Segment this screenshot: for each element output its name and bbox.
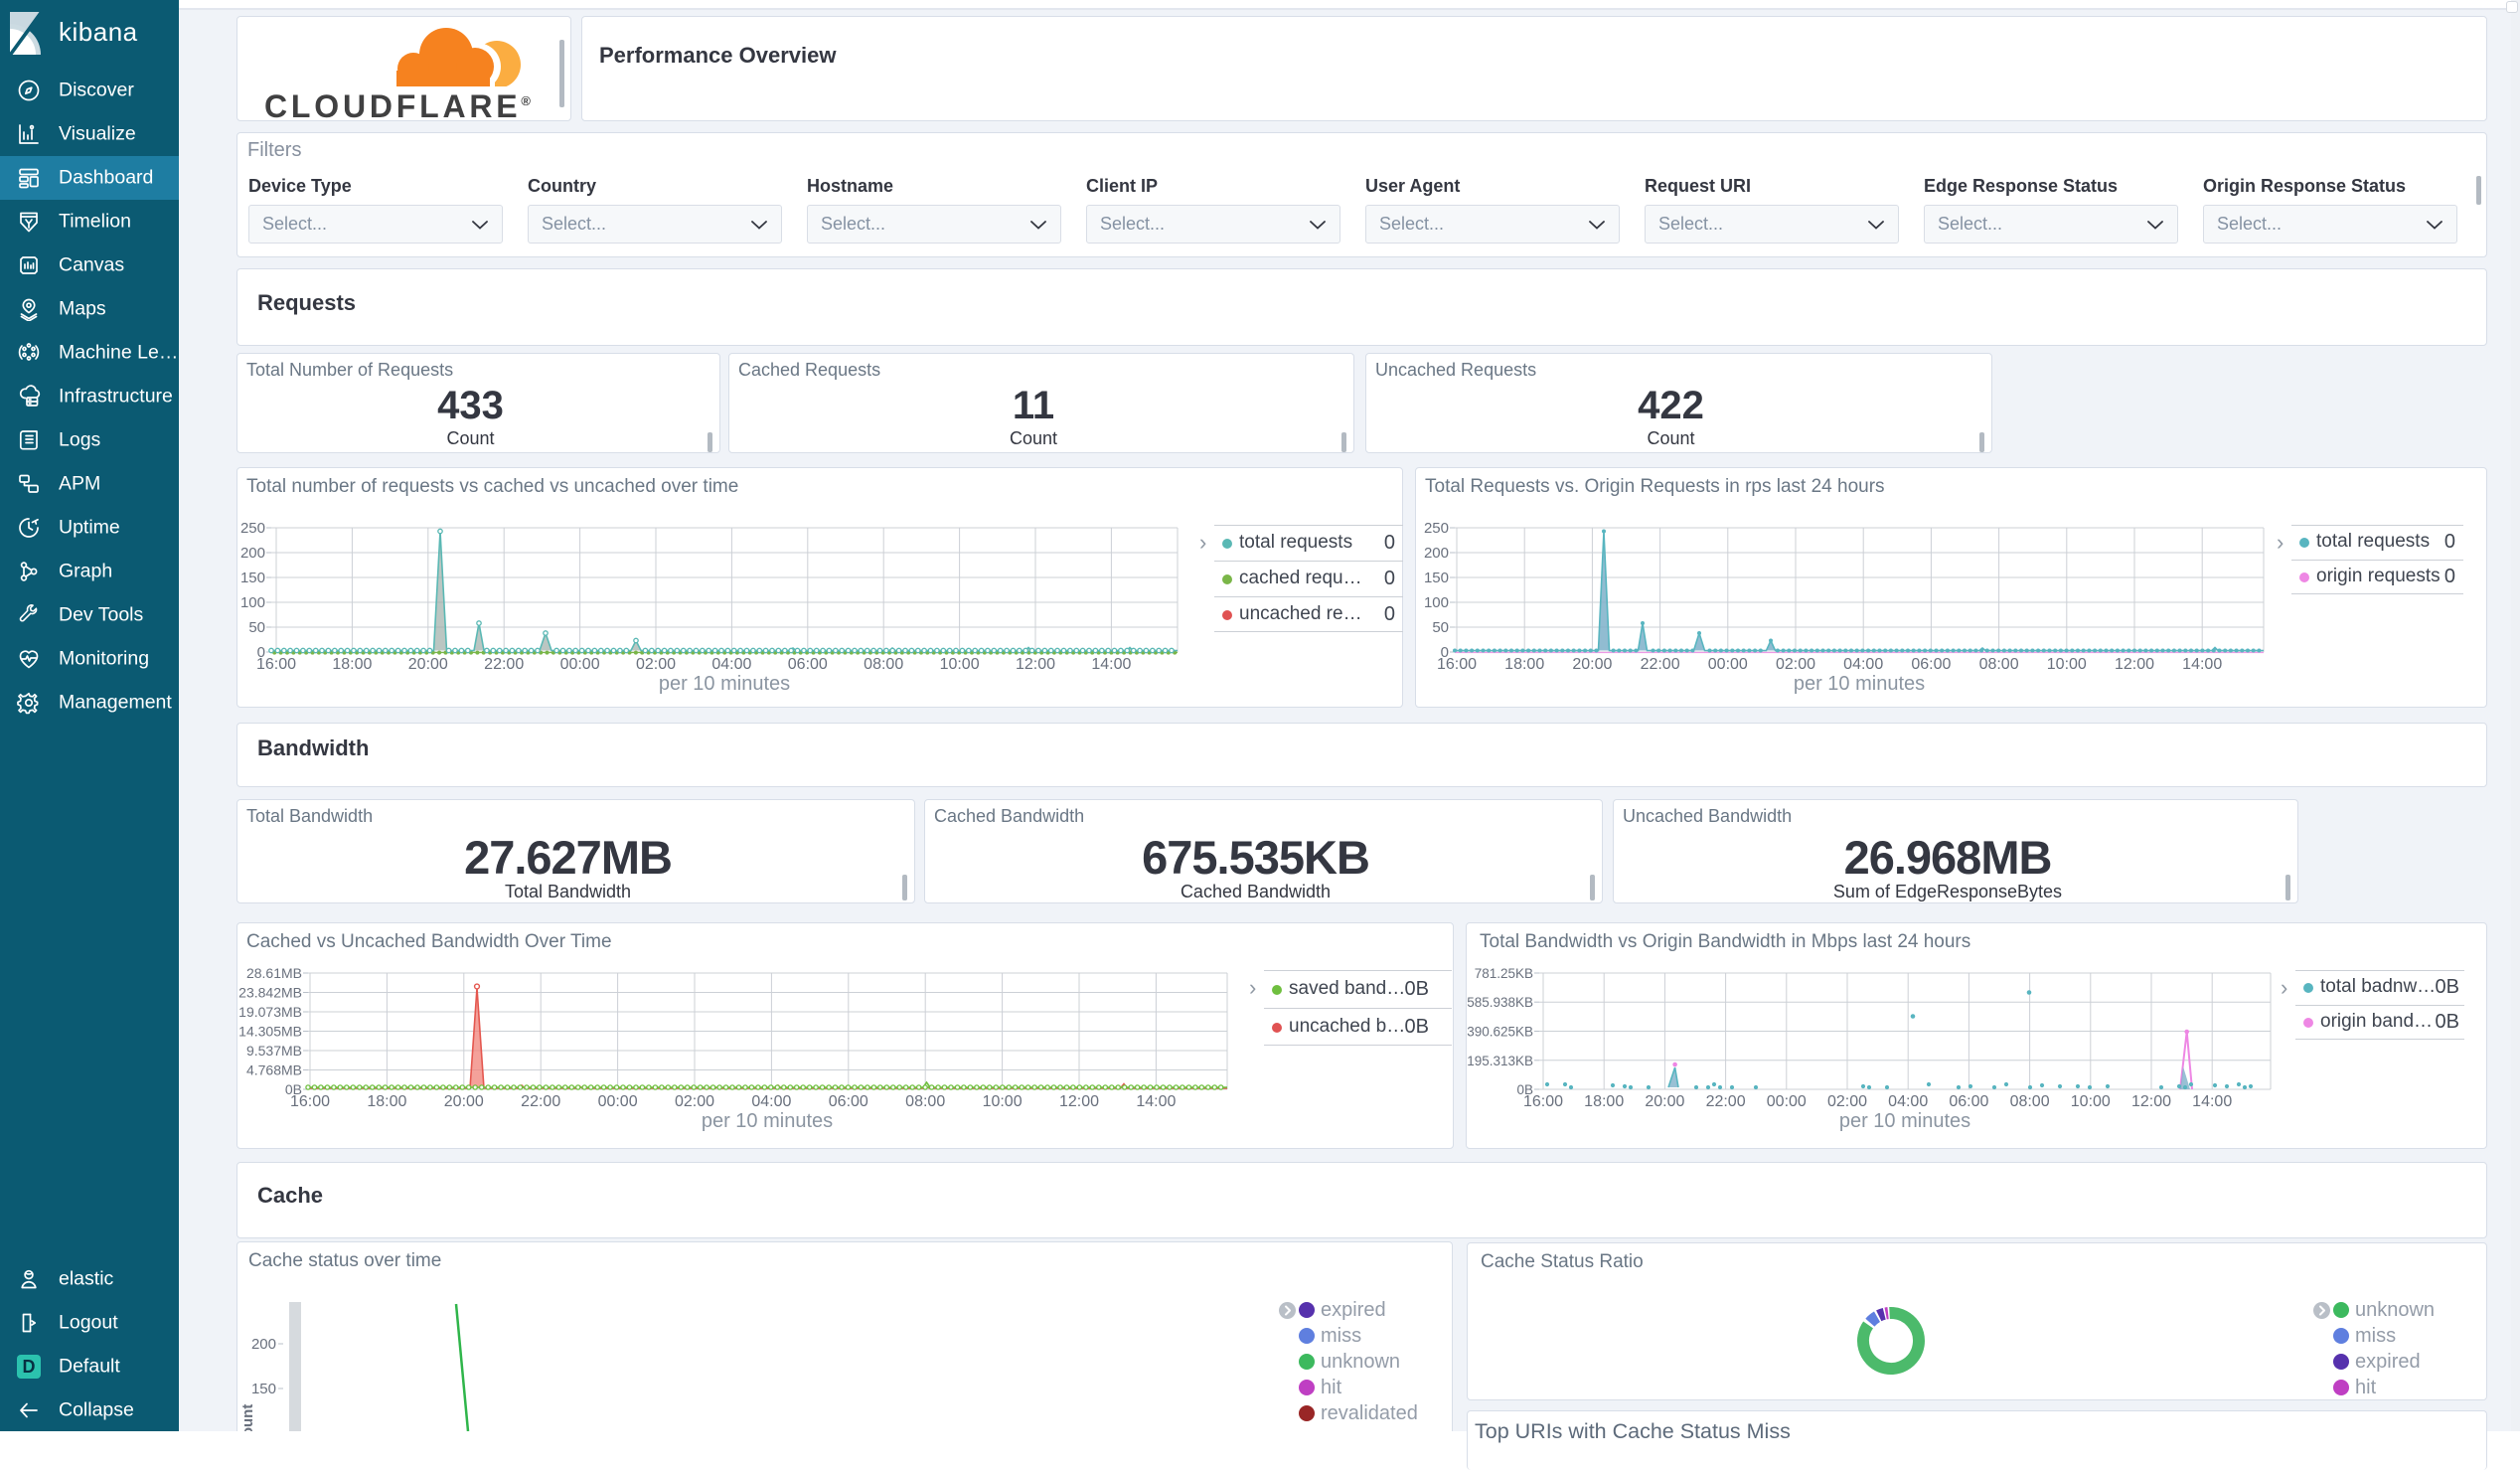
svg-text:12:00: 12:00 bbox=[1016, 656, 1055, 673]
svg-text:00:00: 00:00 bbox=[1708, 656, 1748, 673]
svg-text:14:00: 14:00 bbox=[2192, 1093, 2232, 1110]
svg-text:150: 150 bbox=[1424, 570, 1449, 586]
svg-text:150: 150 bbox=[251, 1381, 276, 1397]
svg-text:22:00: 22:00 bbox=[484, 656, 524, 673]
svg-text:04:00: 04:00 bbox=[711, 656, 751, 673]
svg-text:0B: 0B bbox=[1516, 1082, 1533, 1097]
svg-text:04:00: 04:00 bbox=[751, 1093, 791, 1110]
svg-text:14:00: 14:00 bbox=[2182, 656, 2222, 673]
svg-text:02:00: 02:00 bbox=[675, 1093, 714, 1110]
svg-text:781.25KB: 781.25KB bbox=[1475, 966, 1533, 981]
svg-text:18:00: 18:00 bbox=[1504, 656, 1544, 673]
svg-text:per 10 minutes: per 10 minutes bbox=[659, 673, 790, 695]
svg-text:0: 0 bbox=[1441, 644, 1449, 661]
svg-text:12:00: 12:00 bbox=[1059, 1093, 1099, 1110]
svg-text:28.61MB: 28.61MB bbox=[246, 965, 302, 981]
svg-text:10:00: 10:00 bbox=[2047, 656, 2087, 673]
svg-text:100: 100 bbox=[1424, 594, 1449, 611]
svg-text:0: 0 bbox=[257, 644, 265, 661]
svg-text:14:00: 14:00 bbox=[1136, 1093, 1176, 1110]
svg-text:06:00: 06:00 bbox=[829, 1093, 868, 1110]
svg-text:100: 100 bbox=[240, 594, 265, 611]
svg-text:12:00: 12:00 bbox=[2115, 656, 2154, 673]
svg-text:50: 50 bbox=[248, 619, 265, 636]
svg-text:02:00: 02:00 bbox=[636, 656, 676, 673]
svg-text:18:00: 18:00 bbox=[367, 1093, 406, 1110]
svg-text:04:00: 04:00 bbox=[1843, 656, 1883, 673]
svg-text:06:00: 06:00 bbox=[1911, 656, 1951, 673]
svg-text:20:00: 20:00 bbox=[1572, 656, 1612, 673]
svg-text:4.768MB: 4.768MB bbox=[246, 1062, 302, 1078]
svg-text:08:00: 08:00 bbox=[2010, 1093, 2050, 1110]
svg-text:08:00: 08:00 bbox=[1979, 656, 2019, 673]
svg-text:10:00: 10:00 bbox=[940, 656, 980, 673]
svg-text:00:00: 00:00 bbox=[560, 656, 600, 673]
svg-text:per 10 minutes: per 10 minutes bbox=[702, 1110, 833, 1132]
svg-text:9.537MB: 9.537MB bbox=[246, 1043, 302, 1059]
svg-text:06:00: 06:00 bbox=[1949, 1093, 1988, 1110]
svg-text:0B: 0B bbox=[285, 1081, 302, 1097]
svg-text:50: 50 bbox=[1432, 619, 1449, 636]
svg-text:per 10 minutes: per 10 minutes bbox=[1794, 673, 1925, 695]
svg-text:250: 250 bbox=[1424, 520, 1449, 537]
svg-text:06:00: 06:00 bbox=[788, 656, 828, 673]
svg-text:390.625KB: 390.625KB bbox=[1467, 1025, 1533, 1040]
svg-text:08:00: 08:00 bbox=[864, 656, 903, 673]
svg-text:18:00: 18:00 bbox=[1584, 1093, 1624, 1110]
svg-text:04:00: 04:00 bbox=[1888, 1093, 1928, 1110]
svg-text:02:00: 02:00 bbox=[1827, 1093, 1867, 1110]
svg-text:00:00: 00:00 bbox=[598, 1093, 638, 1110]
svg-text:08:00: 08:00 bbox=[905, 1093, 945, 1110]
svg-text:10:00: 10:00 bbox=[983, 1093, 1023, 1110]
svg-text:200: 200 bbox=[240, 545, 265, 562]
svg-text:14.305MB: 14.305MB bbox=[238, 1024, 302, 1040]
svg-text:16:00: 16:00 bbox=[290, 1093, 330, 1110]
svg-text:20:00: 20:00 bbox=[1645, 1093, 1684, 1110]
svg-text:22:00: 22:00 bbox=[1706, 1093, 1746, 1110]
svg-text:02:00: 02:00 bbox=[1776, 656, 1815, 673]
svg-text:per 10 minutes: per 10 minutes bbox=[1839, 1110, 1970, 1132]
svg-text:16:00: 16:00 bbox=[1437, 656, 1477, 673]
svg-text:00:00: 00:00 bbox=[1767, 1093, 1807, 1110]
svg-text:150: 150 bbox=[240, 570, 265, 586]
svg-text:22:00: 22:00 bbox=[1641, 656, 1680, 673]
svg-text:Count: Count bbox=[239, 1404, 256, 1431]
svg-text:18:00: 18:00 bbox=[332, 656, 372, 673]
svg-text:200: 200 bbox=[251, 1336, 276, 1353]
svg-text:195.313KB: 195.313KB bbox=[1467, 1054, 1533, 1068]
svg-text:14:00: 14:00 bbox=[1091, 656, 1131, 673]
svg-text:16:00: 16:00 bbox=[1523, 1093, 1563, 1110]
svg-text:20:00: 20:00 bbox=[408, 656, 448, 673]
svg-text:12:00: 12:00 bbox=[2131, 1093, 2171, 1110]
svg-text:200: 200 bbox=[1424, 545, 1449, 562]
svg-text:250: 250 bbox=[240, 520, 265, 537]
svg-text:585.938KB: 585.938KB bbox=[1467, 995, 1533, 1010]
svg-text:19.073MB: 19.073MB bbox=[238, 1004, 302, 1020]
svg-text:16:00: 16:00 bbox=[256, 656, 296, 673]
svg-text:22:00: 22:00 bbox=[521, 1093, 560, 1110]
svg-text:23.842MB: 23.842MB bbox=[238, 985, 302, 1001]
svg-text:10:00: 10:00 bbox=[2071, 1093, 2111, 1110]
svg-text:20:00: 20:00 bbox=[444, 1093, 484, 1110]
